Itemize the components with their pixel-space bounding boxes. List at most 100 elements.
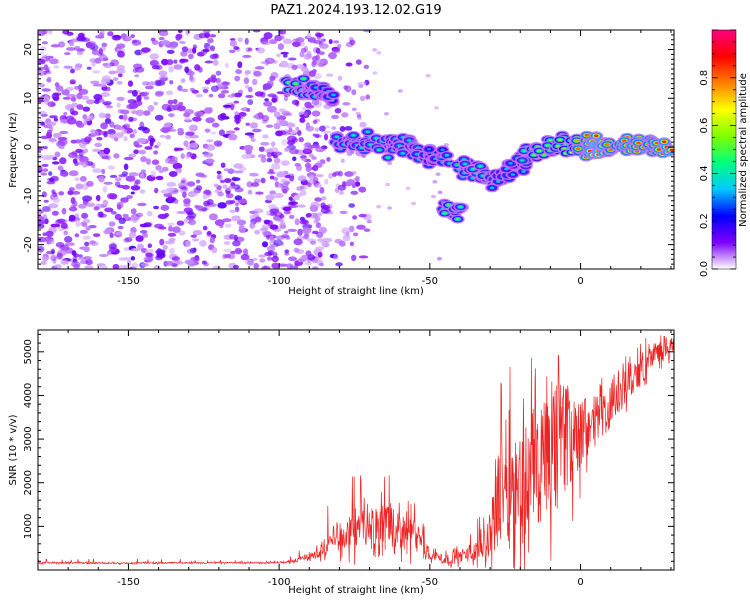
heatmap-cell (264, 57, 275, 64)
heatmap-cell (131, 110, 138, 115)
heatmap-cell (271, 255, 279, 263)
heatmap-cell (183, 198, 191, 205)
heatmap-cell (68, 40, 75, 47)
heatmap-cell (166, 196, 177, 202)
snr-y-label: SNR (10 * v/v) (8, 414, 19, 485)
heatmap-cell (254, 216, 262, 223)
heatmap-cell (310, 201, 321, 209)
heatmap-cell (168, 42, 177, 49)
heatmap-cell (50, 44, 61, 48)
heatmap-cell (198, 32, 207, 39)
heatmap-cell (318, 226, 327, 234)
heatmap-cell (128, 102, 139, 109)
heatmap-cell (161, 103, 171, 111)
heatmap-cell (352, 215, 358, 220)
heatmap-cell (177, 30, 183, 34)
heatmap-cell (215, 70, 222, 76)
heatmap-cell (253, 208, 264, 214)
heatmap-cell (243, 144, 254, 152)
spectrogram-y-ticks: -20 -10 0 10 20 (23, 29, 674, 270)
heatmap-cell (130, 191, 135, 195)
heatmap-cell (299, 51, 305, 58)
heatmap-cell (204, 60, 214, 64)
heatmap-cell (260, 177, 266, 184)
heatmap-cell (189, 134, 199, 139)
heatmap-cell (43, 199, 49, 203)
heatmap-cell (71, 250, 77, 256)
heatmap-cell (48, 171, 53, 176)
heatmap-cell (207, 38, 214, 44)
heatmap-cell (331, 93, 336, 97)
spectrogram-y-tick-label: 20 (23, 43, 34, 56)
heatmap-cell (143, 96, 150, 100)
heatmap-cell (167, 222, 175, 226)
heatmap-cell (136, 137, 147, 144)
heatmap-cell (42, 168, 49, 172)
heatmap-cell (41, 237, 49, 243)
heatmap-cell (109, 174, 118, 178)
heatmap-cell (253, 115, 259, 119)
heatmap-cell (272, 95, 278, 99)
heatmap-cell (295, 37, 305, 43)
heatmap-cell (85, 41, 93, 49)
heatmap-cell (357, 116, 362, 121)
heatmap-cell (192, 238, 200, 242)
heatmap-cell (153, 101, 158, 106)
heatmap-cell (269, 175, 275, 180)
heatmap-cell (342, 234, 351, 242)
heatmap-cell (359, 121, 367, 128)
snr-frame (37, 329, 675, 571)
heatmap-cell (291, 64, 298, 71)
heatmap-cell (253, 178, 261, 184)
heatmap-cell (108, 243, 118, 250)
heatmap-cell (233, 127, 240, 131)
heatmap-cell (58, 146, 65, 149)
heatmap-cell (177, 127, 184, 133)
heatmap-cell (208, 93, 214, 98)
snr-y-tick-label: 5000 (23, 339, 34, 364)
heatmap-cell (135, 109, 145, 116)
heatmap-cell (76, 92, 83, 100)
heatmap-cell (155, 90, 165, 95)
snr-x-tick-label: -150 (117, 577, 140, 588)
heatmap-cell (313, 176, 319, 183)
heatmap-cell (341, 227, 351, 235)
heatmap-cell (134, 49, 143, 56)
heatmap-cell (317, 256, 322, 263)
heatmap-cell (288, 201, 299, 206)
heatmap-cell (314, 183, 322, 188)
heatmap-cell (142, 81, 148, 85)
heatmap-cell (405, 186, 411, 191)
heatmap-cell (98, 211, 104, 218)
snr-y-tick-label: 4000 (23, 383, 34, 408)
heatmap-cell (74, 233, 80, 238)
heatmap-cell (287, 228, 298, 232)
heatmap-cell (51, 210, 59, 216)
heatmap-cell (63, 236, 73, 243)
heatmap-cell (70, 204, 75, 209)
heatmap-cell (180, 50, 188, 57)
heatmap-cell (147, 243, 152, 248)
heatmap-cell (116, 96, 125, 102)
heatmap-cell (496, 180, 501, 183)
heatmap-cell (229, 40, 237, 47)
colorbar-tick-label: 0.8 (699, 70, 710, 86)
heatmap-cell (126, 195, 133, 199)
heatmap-cell (60, 222, 68, 229)
heatmap-cell (265, 124, 274, 128)
heatmap-cell (129, 133, 135, 139)
heatmap-cell (376, 51, 382, 55)
heatmap-cell (183, 140, 189, 147)
heatmap-cell (202, 88, 209, 94)
heatmap-cell (101, 155, 110, 160)
heatmap-cell (160, 40, 171, 46)
heatmap-cell (52, 197, 61, 204)
heatmap-cell (249, 222, 255, 230)
heatmap-cell (299, 117, 306, 123)
heatmap-cell (92, 168, 102, 174)
heatmap-cell (446, 157, 452, 162)
heatmap-cell (167, 232, 177, 237)
heatmap-cell (130, 256, 136, 261)
heatmap-cell (575, 147, 581, 150)
heatmap-cell (131, 262, 138, 269)
